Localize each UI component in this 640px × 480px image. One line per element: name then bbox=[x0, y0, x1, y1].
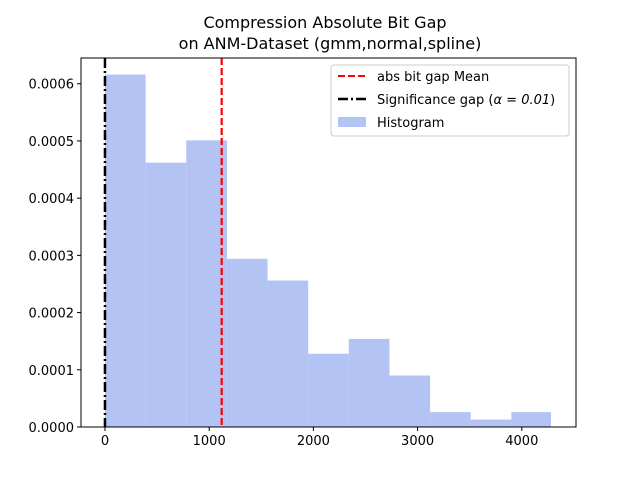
chart-title-line2: on ANM-Dataset (gmm,normal,spline) bbox=[179, 34, 482, 53]
y-tick-label: 0.0000 bbox=[29, 421, 75, 436]
legend-histogram-swatch bbox=[338, 117, 366, 127]
x-tick-label: 3000 bbox=[401, 434, 434, 449]
y-tick-label: 0.0005 bbox=[29, 135, 75, 150]
reference-lines bbox=[103, 58, 223, 427]
y-tick-label: 0.0004 bbox=[29, 192, 75, 207]
histogram-bar bbox=[267, 280, 309, 427]
chart-title-line1: Compression Absolute Bit Gap bbox=[203, 13, 446, 32]
x-tick-label: 2000 bbox=[297, 434, 330, 449]
histogram-bar bbox=[389, 375, 431, 427]
legend: abs bit gap Mean Significance gap (α = 0… bbox=[330, 64, 570, 137]
x-axis: 0 1000 2000 3000 4000 bbox=[101, 427, 538, 449]
histogram-bar bbox=[470, 419, 512, 427]
legend-label-histogram: Histogram bbox=[377, 116, 444, 131]
y-tick-label: 0.0006 bbox=[29, 78, 75, 93]
histogram-bar bbox=[348, 338, 390, 427]
y-axis: 0.0000 0.0001 0.0002 0.0003 0.0004 0.0005 0.00… bbox=[29, 78, 81, 436]
legend-significance-math: α = 0.01 bbox=[493, 93, 550, 108]
histogram-bar bbox=[511, 412, 551, 427]
plot-frame bbox=[80, 57, 577, 428]
legend-box bbox=[330, 64, 570, 137]
histogram-bar bbox=[145, 162, 187, 427]
histogram-bar bbox=[308, 353, 349, 427]
y-tick-label: 0.0001 bbox=[29, 364, 75, 379]
histogram-bar bbox=[430, 412, 471, 427]
y-tick-label: 0.0003 bbox=[29, 249, 75, 264]
y-tick-label: 0.0002 bbox=[29, 307, 75, 322]
histogram-bar bbox=[104, 74, 146, 427]
x-tick-label: 0 bbox=[101, 434, 109, 449]
histogram-bar bbox=[186, 140, 227, 427]
legend-significance-prefix: Significance gap ( bbox=[377, 93, 493, 108]
legend-label-significance: Significance gap (α = 0.01) bbox=[377, 93, 555, 108]
legend-label-mean: abs bit gap Mean bbox=[377, 70, 489, 85]
x-tick-label: 4000 bbox=[505, 434, 538, 449]
x-tick-label: 1000 bbox=[193, 434, 226, 449]
legend-significance-suffix: ) bbox=[550, 93, 555, 108]
histogram-bars bbox=[104, 74, 551, 427]
histogram-bar bbox=[226, 258, 268, 427]
